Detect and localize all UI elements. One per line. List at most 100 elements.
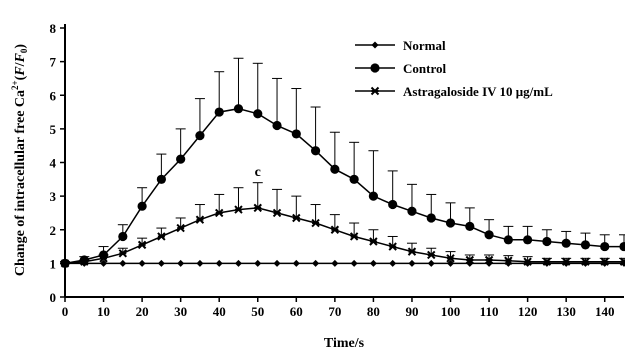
data-point [254, 259, 262, 267]
data-point [504, 256, 513, 265]
series-circle [60, 57, 625, 268]
data-point [581, 257, 590, 266]
y-axis-label-paren-open: ( [13, 75, 28, 80]
data-point [523, 235, 533, 245]
data-point [253, 203, 262, 213]
y-axis-label-f: F [13, 66, 28, 77]
legend: Normal Control Astragaloside IV 10 μg/mL [355, 38, 553, 99]
data-point [388, 199, 398, 210]
y-axis-label-paren-close: ) [13, 44, 28, 49]
annotation-label: c [255, 165, 261, 180]
y-tick-label: 4 [50, 156, 57, 171]
y-tick-label: 6 [50, 88, 57, 103]
data-point [389, 259, 397, 267]
data-point [561, 257, 571, 266]
x-tick-label: 100 [441, 304, 461, 319]
data-point [196, 259, 204, 267]
x-tick-label: 30 [174, 304, 187, 319]
data-point [600, 241, 610, 252]
data-point [427, 259, 435, 267]
data-point [349, 232, 359, 241]
data-point [234, 259, 242, 267]
data-point [407, 206, 417, 216]
x-tick-label: 60 [290, 304, 303, 319]
data-point [214, 107, 224, 117]
data-point [119, 259, 127, 267]
data-point [542, 257, 552, 266]
data-point [349, 174, 359, 184]
data-point [138, 259, 146, 267]
data-point [99, 254, 108, 263]
series-diamond [61, 259, 625, 267]
x-tick-label: 0 [62, 304, 69, 319]
data-point [484, 255, 494, 265]
y-tick-label: 7 [50, 55, 57, 70]
data-point [292, 213, 301, 223]
legend-label: Normal [403, 38, 446, 53]
data-point [427, 250, 436, 260]
x-axis-label: Time/s [324, 336, 365, 351]
data-point [619, 257, 625, 266]
data-point [523, 257, 532, 266]
series-line [64, 207, 624, 265]
legend-marker [370, 63, 380, 73]
x-tick-label: 110 [480, 304, 499, 319]
y-tick-label: 8 [50, 21, 57, 36]
data-point [157, 232, 166, 241]
x-tick-label: 80 [367, 304, 380, 319]
data-point [195, 131, 205, 141]
annotation-layer: c [255, 165, 261, 180]
data-point [311, 218, 320, 228]
data-point [156, 174, 166, 184]
data-point [445, 218, 456, 228]
x-tick-label: 10 [97, 304, 110, 319]
data-point [330, 225, 340, 234]
data-point [118, 231, 128, 242]
data-point [157, 259, 165, 267]
legend-marker [371, 41, 379, 49]
data-point [176, 154, 186, 164]
y-axis-label-slash: / [13, 61, 28, 67]
x-tick-label: 20 [136, 304, 149, 319]
data-point [561, 238, 571, 248]
x-tick-label: 40 [213, 304, 226, 319]
data-point [369, 259, 377, 267]
x-tick-label: 120 [518, 304, 538, 319]
data-point [176, 223, 185, 233]
y-axis-label-sup: 2+ [10, 80, 20, 90]
series-layer [60, 57, 625, 268]
data-point [137, 240, 147, 250]
legend-label: Control [403, 61, 446, 76]
data-point [291, 129, 301, 139]
data-point [407, 247, 417, 256]
data-point [292, 259, 300, 267]
x-tick-label: 70 [328, 304, 341, 319]
data-point [426, 213, 436, 223]
data-point [195, 215, 205, 224]
data-point [619, 241, 625, 252]
data-point [310, 146, 321, 156]
series-line [64, 107, 624, 265]
data-point [253, 109, 263, 119]
y-tick-label: 2 [50, 223, 57, 238]
data-point [177, 259, 185, 267]
legend-marker [370, 86, 380, 96]
y-axis-label: Change of intracellular free Ca2+(F/F0) [10, 44, 29, 277]
data-point [447, 259, 455, 267]
y-tick-label: 0 [50, 290, 57, 305]
data-point [118, 249, 128, 258]
data-point [369, 237, 378, 246]
data-point [465, 255, 475, 265]
data-point [215, 259, 223, 267]
x-tick-label: 50 [251, 304, 264, 319]
y-axis-label-f0-sub: 0 [19, 48, 29, 53]
data-point [80, 257, 89, 266]
data-point [350, 259, 358, 267]
x-tick-label: 90 [405, 304, 418, 319]
x-tick-label: 140 [595, 304, 615, 319]
data-point [388, 242, 397, 251]
data-point [272, 120, 282, 131]
data-point [542, 236, 552, 247]
legend-label: Astragaloside IV 10 μg/mL [403, 84, 553, 99]
